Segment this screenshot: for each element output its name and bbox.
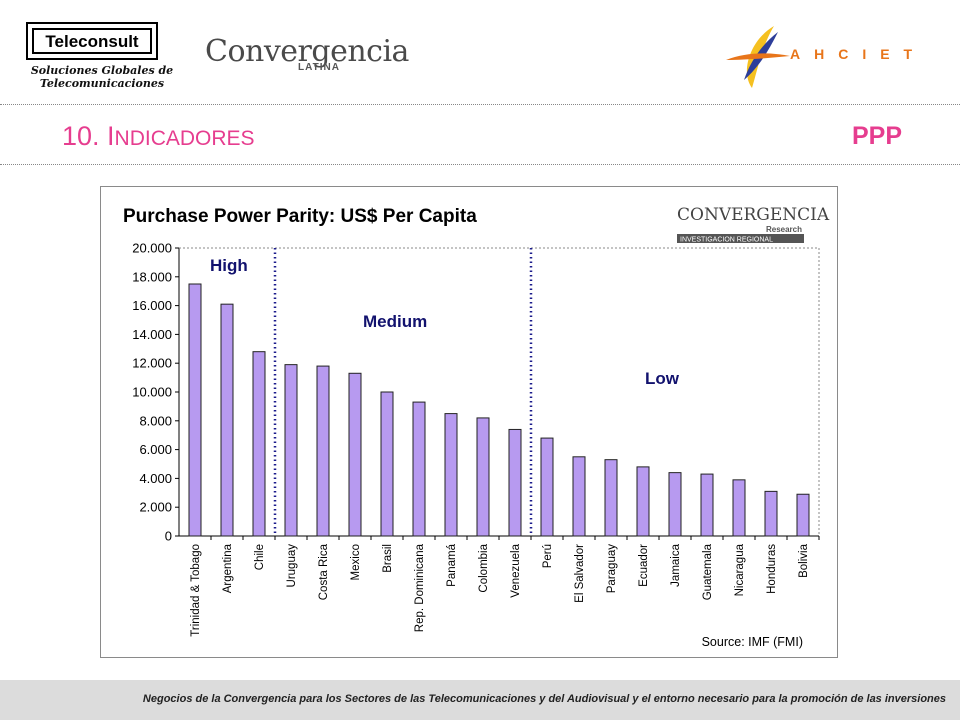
x-tick-label: Panamá <box>446 543 458 586</box>
bar <box>284 364 298 537</box>
bar <box>348 372 362 537</box>
footer-text: Negocios de la Convergencia para los Sec… <box>142 693 946 705</box>
x-tick-label: Venezuela <box>510 543 522 597</box>
x-tick-label: Guatemala <box>702 543 714 600</box>
bar <box>764 490 778 537</box>
chart-logo-band <box>677 234 804 243</box>
chart-source: Source: IMF (FMI) <box>702 635 803 649</box>
y-tick-label: 20.000 <box>132 241 172 256</box>
ppp-bar-chart: Purchase Power Parity: US$ Per Capita CO… <box>123 205 830 649</box>
x-tick-label: Chile <box>254 544 266 570</box>
x-tick-label: Honduras <box>766 544 778 594</box>
bar <box>220 303 234 537</box>
chart-frame <box>100 186 838 658</box>
chart-logo-sub1: Research <box>766 225 802 234</box>
x-tick-label: Argentina <box>222 543 234 593</box>
x-axis-labels: Trinidad & Tobago Argentina Chile Uruguay Co… <box>190 536 820 637</box>
teleconsult-tagline-line2: Telecomunicaciones <box>39 77 165 90</box>
bar <box>316 365 330 537</box>
convergencia-research-logo: CONVERGENCIA Research INVESTIGACION REGI… <box>677 205 830 244</box>
group-label: Medium <box>363 312 427 331</box>
chart-title: Purchase Power Parity: US$ Per Capita <box>123 206 477 227</box>
y-tick-label: 6.000 <box>139 442 172 457</box>
x-tick-label: Mexico <box>350 544 362 580</box>
footer-bar: Negocios de la Convergencia para los Sec… <box>0 680 960 720</box>
header-separator <box>0 104 960 105</box>
x-tick-label: Jamaica <box>670 543 682 586</box>
y-tick-label: 16.000 <box>132 298 172 313</box>
x-tick-label: Rep. Dominicana <box>414 543 426 632</box>
teleconsult-logo-text: Teleconsult <box>32 28 152 54</box>
y-tick-label: 10.000 <box>132 385 172 400</box>
x-tick-label: Bolivia <box>798 543 810 577</box>
ahciet-logo-text: AHCIET <box>790 46 927 62</box>
bar <box>508 428 522 537</box>
bar <box>412 401 426 537</box>
y-tick-label: 0 <box>165 529 172 544</box>
bar <box>188 283 202 537</box>
group-dividers: High Medium Low <box>210 248 680 536</box>
slide-title-number: 10. I <box>62 121 115 151</box>
bar <box>796 493 810 537</box>
x-tick-label: Brasil <box>382 544 394 573</box>
y-tick-label: 2.000 <box>139 500 172 515</box>
y-tick-label: 8.000 <box>139 413 172 428</box>
bar <box>604 459 618 537</box>
group-label: Low <box>645 369 680 388</box>
group-label: High <box>210 256 248 275</box>
bar <box>444 413 458 537</box>
slide-title-rest: NDICADORES <box>114 127 255 150</box>
convergencia-latina-logo: Convergencia <box>205 34 409 69</box>
teleconsult-tagline: Soluciones Globales de Telecomunicacione… <box>22 64 182 90</box>
bar <box>380 391 394 537</box>
bar <box>572 456 586 537</box>
bar <box>636 466 650 537</box>
x-tick-label: Perú <box>542 544 554 568</box>
y-tick-label: 12.000 <box>132 356 172 371</box>
ahciet-swoosh-icon <box>726 26 790 88</box>
x-tick-label: El Salvador <box>574 544 586 603</box>
x-tick-label: Paraguay <box>606 544 618 593</box>
teleconsult-logo: Teleconsult <box>26 22 158 60</box>
convergencia-latina-sub: LATINA <box>298 62 340 73</box>
x-tick-label: Colombia <box>478 543 490 592</box>
bar <box>252 351 266 537</box>
slide-title: 10. INDICADORES <box>62 121 255 152</box>
bar <box>476 417 490 537</box>
x-tick-label: Costa Rica <box>318 543 330 600</box>
bars <box>188 283 810 537</box>
chart-logo-main: CONVERGENCIA <box>677 205 830 225</box>
y-axis: 0 2.000 4.000 6.000 8.000 10.000 12.000 14.000 1… <box>132 241 820 544</box>
bar <box>540 437 554 537</box>
x-tick-label: Uruguay <box>286 544 298 588</box>
y-tick-label: 14.000 <box>132 327 172 342</box>
x-tick-label: Ecuador <box>638 544 650 587</box>
bar <box>700 473 714 537</box>
teleconsult-tagline-line1: Soluciones Globales de <box>30 64 174 77</box>
bar <box>668 472 682 537</box>
y-tick-label: 18.000 <box>132 269 172 284</box>
chart-logo-sub2: INVESTIGACION REGIONAL <box>680 237 773 244</box>
y-tick-label: 4.000 <box>139 471 172 486</box>
x-tick-label: Trinidad & Tobago <box>190 544 202 637</box>
slide-tag: PPP <box>851 122 902 150</box>
title-separator <box>0 164 960 165</box>
bar <box>732 479 746 537</box>
x-tick-label: Nicaragua <box>734 543 746 596</box>
